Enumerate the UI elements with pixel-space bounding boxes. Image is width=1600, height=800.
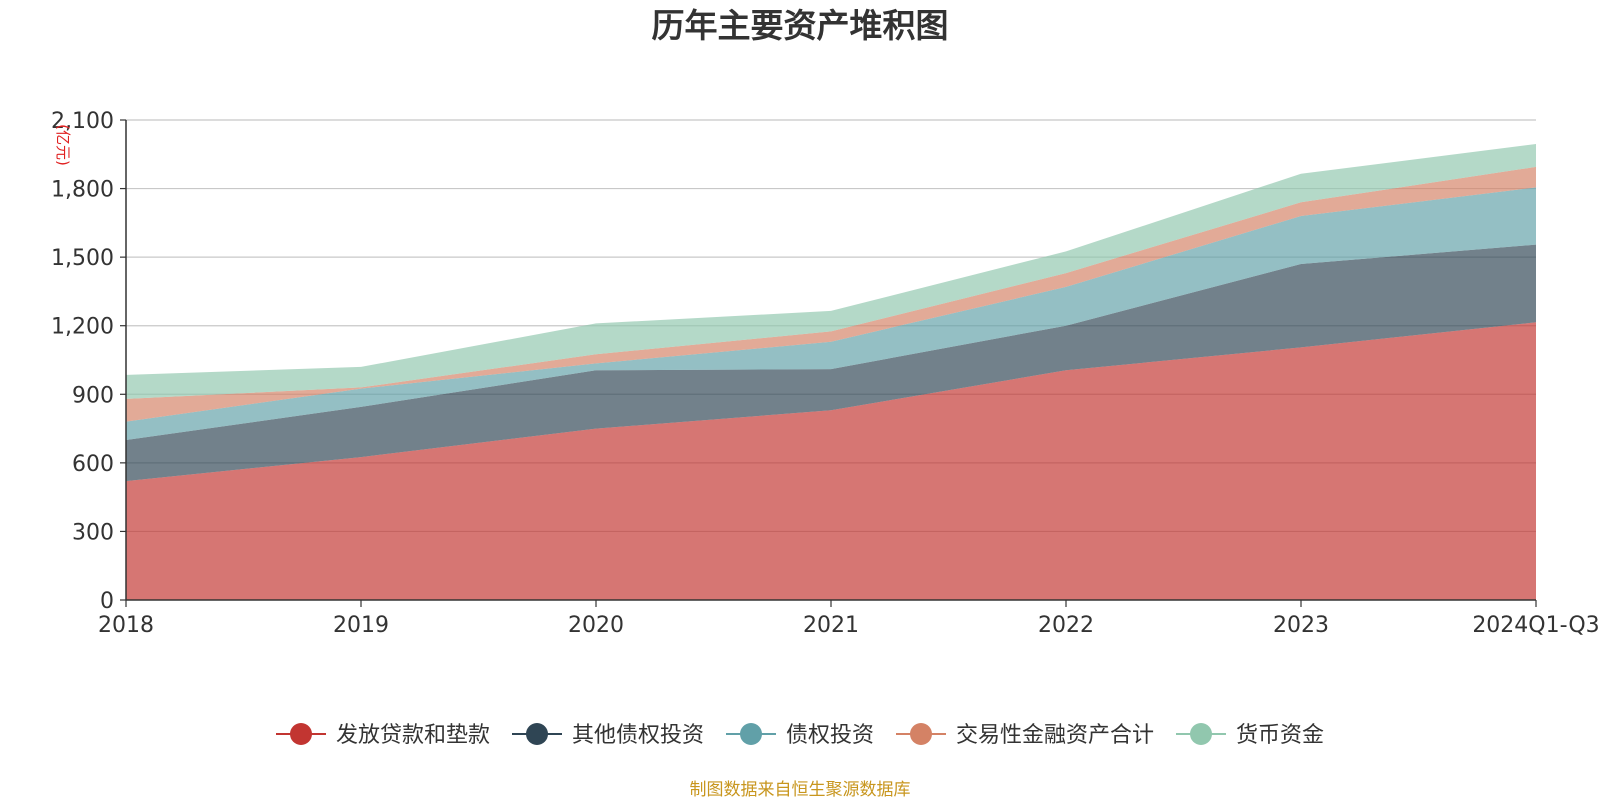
- legend-marker: [526, 723, 548, 745]
- y-tick-labels: 0 300 600 900 1,200 1,500 1,800 2,100: [51, 109, 126, 614]
- y-tick-label: 1,200: [51, 315, 114, 340]
- area-series-4: [126, 166, 1536, 422]
- area-series-layer: [126, 144, 1536, 600]
- x-tick-labels: 2018 2019 2020 2021 2022 2023 2024Q1-Q3: [98, 600, 1600, 638]
- legend-marker: [290, 723, 312, 745]
- legend-item-3[interactable]: 债权投资: [726, 723, 874, 748]
- y-tick-label: 0: [100, 589, 114, 614]
- x-tick-label: 2024Q1-Q3: [1472, 613, 1599, 638]
- legend-label: 发放贷款和垫款: [336, 723, 490, 748]
- legend-label: 其他债权投资: [572, 723, 704, 748]
- x-tick-label: 2018: [98, 613, 154, 638]
- y-tick-label: 600: [72, 452, 114, 477]
- x-tick-label: 2019: [333, 613, 389, 638]
- y-tick-label: 1,500: [51, 246, 114, 271]
- x-tick-label: 2022: [1038, 613, 1094, 638]
- legend-marker: [740, 723, 762, 745]
- x-tick-label: 2020: [568, 613, 624, 638]
- legend-item-5[interactable]: 货币资金: [1176, 723, 1324, 748]
- area-series-2: [126, 244, 1536, 482]
- legend-label: 货币资金: [1236, 723, 1324, 748]
- chart-title: 历年主要资产堆积图: [652, 6, 949, 45]
- area-series-1: [126, 322, 1536, 600]
- y-tick-label: 1,800: [51, 178, 114, 203]
- data-source-note: 制图数据来自恒生聚源数据库: [690, 780, 911, 800]
- legend-marker: [910, 723, 932, 745]
- legend-item-4[interactable]: 交易性金融资产合计: [896, 723, 1154, 748]
- legend-marker: [1190, 723, 1212, 745]
- legend-item-2[interactable]: 其他债权投资: [512, 723, 704, 748]
- y-tick-label: 900: [72, 383, 114, 408]
- x-tick-label: 2023: [1273, 613, 1329, 638]
- y-axis-unit: (亿元): [54, 124, 72, 166]
- area-series-5: [126, 144, 1536, 399]
- legend: 发放贷款和垫款 其他债权投资 债权投资 交易性金融资产合计 货币资金: [276, 723, 1324, 748]
- y-tick-label: 300: [72, 520, 114, 545]
- legend-item-1[interactable]: 发放贷款和垫款: [276, 723, 490, 748]
- legend-label: 债权投资: [786, 723, 874, 748]
- legend-label: 交易性金融资产合计: [956, 723, 1154, 748]
- y-tick-label: 2,100: [51, 109, 114, 134]
- area-series-3: [126, 187, 1536, 440]
- x-tick-label: 2021: [803, 613, 859, 638]
